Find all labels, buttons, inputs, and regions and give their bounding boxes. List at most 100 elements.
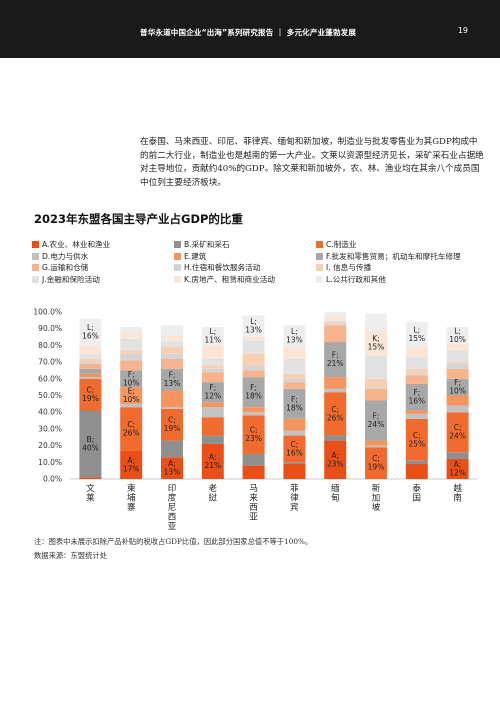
x-category-label: 老挝 — [209, 483, 218, 504]
data-label: C; 26% — [327, 405, 344, 423]
bar-segment-k — [79, 345, 102, 354]
bar-segment-k — [365, 330, 387, 356]
y-tick-label: 100.0% — [33, 308, 62, 317]
data-label: L; 11% — [204, 327, 221, 345]
y-tick-label: 60.0% — [38, 374, 62, 383]
bar-segment-c — [201, 417, 224, 436]
data-label: F; 13% — [164, 371, 181, 389]
data-label: F; 10% — [449, 378, 466, 396]
bar-segment-f — [242, 377, 265, 408]
legend-label: K.房地产、租赁和商业活动 — [184, 274, 275, 284]
bar-segment-g — [79, 363, 102, 369]
data-label: A; 13% — [164, 459, 181, 477]
bar-segment-e — [405, 410, 428, 414]
bar-segment-e — [283, 418, 306, 431]
data-label: C; 26% — [123, 420, 140, 438]
bar-segment-d — [365, 445, 387, 448]
bar-segment-c — [283, 435, 306, 463]
x-category-label: 新加坡 — [372, 483, 381, 513]
bar-segment-d — [446, 405, 469, 413]
bar-segment-i — [446, 362, 469, 364]
legend-label: H.住宿和餐饮服务活动 — [184, 263, 261, 272]
bar-segment-l — [446, 327, 469, 344]
bar-segment-e — [365, 440, 387, 446]
chart-footnote: 注：图表中未展示扣除产品补贴的税收占GDP比值，因此部分国家总值不等于100%。 — [34, 537, 313, 546]
bar-segment-c — [405, 418, 428, 461]
bar-segment-a — [79, 477, 102, 479]
bar-segment-g — [201, 372, 224, 383]
legend-item-b: B.采矿和采石 — [174, 239, 230, 250]
bar-segment-b — [242, 453, 265, 466]
bar-segment-f — [446, 378, 469, 396]
legend-swatch — [316, 264, 323, 271]
y-tick-label: 30.0% — [38, 424, 62, 433]
legend-label: E.建筑 — [184, 251, 207, 261]
legend-swatch — [32, 264, 39, 271]
x-category-label: 文莱 — [86, 483, 95, 504]
bar-segment-e — [201, 402, 224, 408]
bar-segment-h — [201, 368, 224, 373]
legend-item-c: C.制造业 — [316, 239, 357, 250]
bar-segment-l — [120, 327, 143, 333]
bar-segment-k — [405, 347, 428, 358]
bar-segment-f — [324, 342, 347, 378]
bar-segment-g — [324, 325, 347, 343]
bar-segment-c — [446, 412, 469, 453]
bar-segment-j — [365, 355, 387, 379]
bar-segment-j — [283, 358, 306, 374]
bar-segment-i — [324, 322, 347, 324]
data-label: A; 17% — [123, 456, 140, 474]
bar-segment-h — [365, 387, 387, 389]
bar-segment-i — [161, 347, 183, 354]
x-category-label: 越南 — [453, 483, 462, 504]
bar-segment-f — [283, 388, 306, 419]
bar-segment-k — [201, 345, 224, 359]
y-tick-label: 40.0% — [38, 408, 62, 417]
bar-segment-a — [201, 443, 224, 479]
bar-segment-e — [446, 395, 469, 406]
data-label: L; 13% — [286, 327, 303, 345]
legend-item-e: E.建筑 — [174, 251, 206, 262]
legend-label: A.农业、林业和渔业 — [42, 240, 111, 249]
data-label: F; 18% — [245, 383, 262, 401]
bar-segment-h — [446, 363, 469, 369]
bar-segment-j — [201, 358, 224, 366]
legend-swatch — [174, 275, 181, 283]
legend-swatch — [32, 275, 39, 283]
bar-segment-k — [324, 317, 347, 321]
bar-segment-c — [242, 415, 265, 454]
bar-segment-k — [446, 343, 469, 351]
x-category-label: 马来西亚 — [249, 484, 258, 523]
header-title: 普华永道中国企业“出海”系列研究报告 ｜ 多元化产业蓬勃发展 — [140, 28, 357, 37]
bar-segment-l — [283, 325, 306, 348]
data-label: L; 16% — [82, 323, 99, 341]
data-label: C; 16% — [286, 440, 303, 458]
bar-segment-a — [242, 465, 265, 479]
x-category-label: 泰国 — [413, 483, 422, 504]
data-label: C; 24% — [449, 423, 466, 441]
bar-segment-a — [324, 440, 347, 479]
bar-segment-k — [283, 347, 306, 359]
bar-segment-c — [365, 447, 387, 479]
bar-segment-b — [201, 435, 224, 444]
bar-segment-b — [161, 440, 183, 458]
data-label: F; 12% — [204, 383, 221, 401]
data-label: L; 15% — [408, 326, 425, 344]
legend-item-l: L.公共行政和其他 — [316, 274, 386, 285]
y-tick-label: 90.0% — [38, 324, 62, 333]
legend-item-g: G.运输和仓储 — [32, 262, 88, 273]
data-label: L; 10% — [449, 326, 466, 344]
chart-title: 2023年东盟各国主导产业占GDP的比重 — [34, 212, 243, 226]
legend-item-i: I. 信息与传播 — [316, 262, 371, 273]
data-label: E; 10% — [123, 387, 140, 405]
bar-segment-h — [405, 373, 428, 376]
bar-segment-i — [120, 350, 143, 354]
bar-segment-f — [120, 370, 143, 388]
data-label: F; 21% — [327, 351, 344, 369]
legend-item-f: F.批发和零售贸易；机动车和摩托车修理 — [316, 251, 461, 262]
bar-segment-l — [242, 315, 265, 338]
body-paragraph: 在泰国、马来西亚、印尼、菲律宾、缅甸和新加坡，制造业与批发零售业为其GDP构成中… — [140, 137, 484, 189]
y-tick-label: 70.0% — [38, 358, 62, 367]
bar-segment-l — [79, 318, 102, 346]
legend-swatch — [316, 275, 323, 283]
